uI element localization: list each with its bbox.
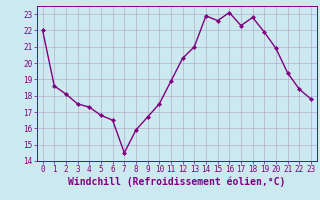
X-axis label: Windchill (Refroidissement éolien,°C): Windchill (Refroidissement éolien,°C) [68, 177, 285, 187]
